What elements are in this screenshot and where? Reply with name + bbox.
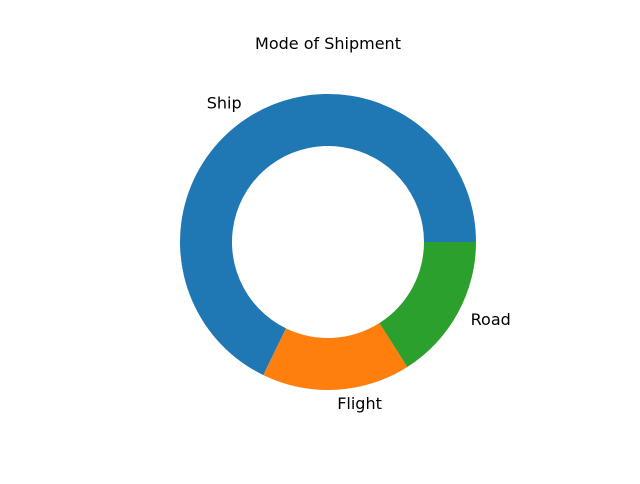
slice-road	[379, 242, 476, 367]
chart-title: Mode of Shipment	[255, 34, 401, 53]
slice-label-ship: Ship	[207, 93, 242, 112]
slice-flight	[263, 323, 408, 391]
slices-group	[180, 94, 476, 391]
slice-ship	[180, 94, 476, 376]
slice-label-road: Road	[471, 310, 511, 329]
slice-label-flight: Flight	[337, 394, 382, 413]
labels-group: Ship Flight Road	[207, 93, 511, 413]
